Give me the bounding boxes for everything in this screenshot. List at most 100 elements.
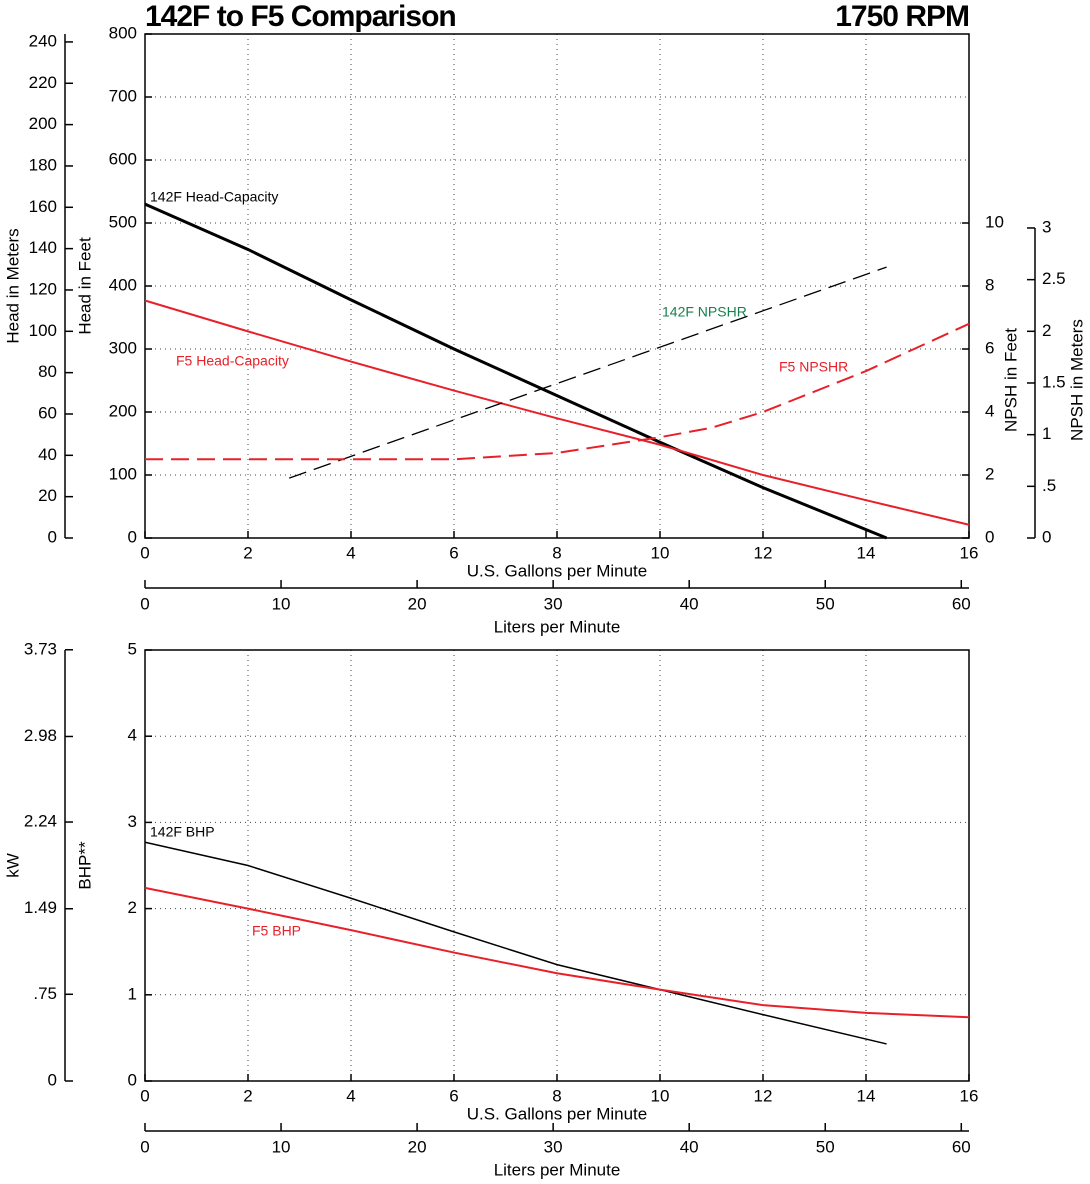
x-tick-label: 12 [754, 1086, 773, 1105]
x2-tick-label: 20 [408, 1137, 427, 1156]
series-line [144, 841, 887, 1045]
x-tick-label: 2 [243, 543, 252, 562]
x-tick-label: 14 [857, 1086, 876, 1105]
y-tick-label: 300 [109, 338, 137, 357]
x-tick-label: 4 [346, 1086, 355, 1105]
x-tick-label: 0 [140, 1086, 149, 1105]
x2-tick-label: 30 [544, 1137, 563, 1156]
x2-axis-label: Liters per Minute [494, 1160, 621, 1179]
x-tick-label: 16 [960, 1086, 979, 1105]
x2-tick-label: 20 [408, 594, 427, 613]
plot-frame [144, 33, 970, 539]
x2-tick-label: 0 [140, 594, 149, 613]
y3-tick-label: 40 [38, 445, 57, 464]
y-tick-label: 800 [109, 23, 137, 42]
x-tick-label: 10 [651, 1086, 670, 1105]
series-line [145, 322, 970, 461]
y3-tick-label: 160 [29, 197, 57, 216]
y-tick-label: 3 [128, 812, 137, 831]
y-axis-label: BHP** [75, 841, 94, 890]
x-tick-label: 6 [449, 543, 458, 562]
x2-tick-label: 30 [544, 594, 563, 613]
series-line [144, 886, 970, 1019]
x-tick-label: 14 [857, 543, 876, 562]
y3-tick-label: 0 [48, 527, 57, 546]
x2-tick-label: 40 [680, 594, 699, 613]
y3-axis-label: Head in Meters [3, 228, 22, 343]
y-tick-label: 200 [109, 401, 137, 420]
y3-tick-label: 80 [38, 362, 57, 381]
y-tick-label: 600 [109, 149, 137, 168]
y3-tick-label: .75 [33, 984, 57, 1003]
series-line [144, 202, 888, 540]
y2-tick-label: 10 [985, 212, 1004, 231]
plot-frame [144, 649, 970, 1082]
x-tick-label: 4 [346, 543, 355, 562]
x-tick-label: 12 [754, 543, 773, 562]
x-tick-label: 16 [960, 543, 979, 562]
y2-tick-label: 0 [985, 527, 994, 546]
series-line [144, 299, 970, 526]
x2-tick-label: 50 [816, 594, 835, 613]
y3-tick-label: 240 [29, 31, 57, 50]
y4-axis-label: NPSH in Meters [1067, 319, 1086, 441]
x-tick-label: 8 [552, 1086, 561, 1105]
y2-axis-label: NPSH in Feet [1001, 328, 1020, 432]
y2-tick-label: 6 [985, 338, 994, 357]
x2-tick-label: 40 [680, 1137, 699, 1156]
y3-tick-label: 3.73 [24, 639, 57, 658]
y-tick-label: 0 [128, 1070, 137, 1089]
x-tick-label: 8 [552, 543, 561, 562]
x2-axis-label: Liters per Minute [494, 617, 621, 636]
y2-tick-label: 2 [985, 464, 994, 483]
y-tick-label: 2 [128, 898, 137, 917]
x-axis-label: U.S. Gallons per Minute [467, 1104, 647, 1123]
y3-tick-label: 120 [29, 279, 57, 298]
y4-tick-label: 1.5 [1042, 372, 1066, 391]
y3-tick-label: 60 [38, 403, 57, 422]
y3-tick-label: 100 [29, 321, 57, 340]
series-label: F5 Head-Capacity [176, 353, 289, 369]
y2-tick-label: 8 [985, 275, 994, 294]
x2-tick-label: 60 [952, 1137, 971, 1156]
y3-tick-label: 2.24 [24, 812, 57, 831]
y-tick-label: 100 [109, 464, 137, 483]
x2-tick-label: 0 [140, 1137, 149, 1156]
y-tick-label: 5 [128, 639, 137, 658]
series-label: F5 NPSHR [779, 359, 848, 375]
series-label: 142F Head-Capacity [150, 189, 278, 205]
x-tick-label: 2 [243, 1086, 252, 1105]
y3-tick-label: 220 [29, 73, 57, 92]
y-tick-label: 400 [109, 275, 137, 294]
x2-tick-label: 10 [272, 594, 291, 613]
x-tick-label: 10 [651, 543, 670, 562]
y3-tick-label: 2.98 [24, 726, 57, 745]
y2-tick-label: 4 [985, 401, 994, 420]
x-tick-label: 6 [449, 1086, 458, 1105]
x2-tick-label: 10 [272, 1137, 291, 1156]
y4-tick-label: 2 [1042, 321, 1051, 340]
y3-tick-label: 20 [38, 486, 57, 505]
series-label: 142F NPSHR [662, 304, 747, 320]
x-axis-label: U.S. Gallons per Minute [467, 561, 647, 580]
y-tick-label: 700 [109, 86, 137, 105]
y4-tick-label: 0 [1042, 527, 1051, 546]
x-tick-label: 0 [140, 543, 149, 562]
y3-tick-label: 200 [29, 114, 57, 133]
y-tick-label: 4 [128, 726, 137, 745]
series-label: 142F BHP [150, 824, 215, 840]
y3-tick-label: 0 [48, 1070, 57, 1089]
y3-axis-label: kW [3, 853, 22, 878]
chart-title: 142F to F5 Comparison [145, 0, 456, 33]
series-label: F5 BHP [252, 923, 301, 939]
y3-tick-label: 140 [29, 238, 57, 257]
series-line [288, 266, 887, 479]
y3-tick-label: 1.49 [24, 898, 57, 917]
y4-tick-label: 1 [1042, 424, 1051, 443]
y-axis-label: Head in Feet [75, 237, 94, 335]
y4-tick-label: 2.5 [1042, 269, 1066, 288]
y4-tick-label: 3 [1042, 217, 1051, 236]
y3-tick-label: 180 [29, 155, 57, 174]
x2-tick-label: 60 [952, 594, 971, 613]
